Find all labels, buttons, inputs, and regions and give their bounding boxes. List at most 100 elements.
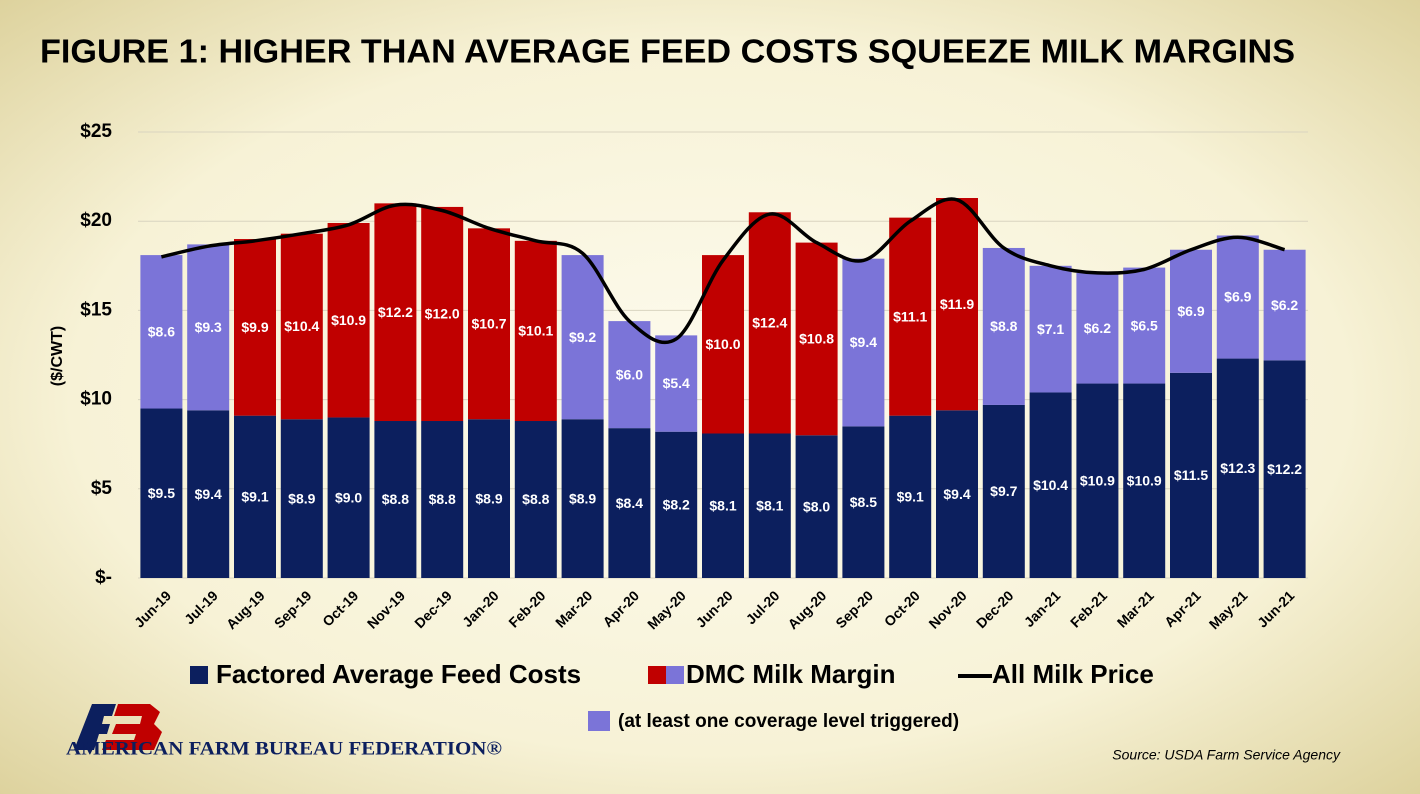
bar-segment (982, 247, 1025, 405)
logo-b (102, 704, 162, 750)
bar-segment (842, 258, 885, 427)
y-tick-label: $- (95, 567, 112, 588)
value-label: $8.1 (756, 497, 783, 513)
bar-segment (514, 421, 557, 578)
bar-segment (234, 239, 276, 416)
bar-segment (889, 415, 932, 578)
value-label: $12.2 (378, 304, 413, 320)
value-label: $9.4 (943, 486, 970, 502)
bar-segment (561, 419, 604, 578)
bar-segment (280, 233, 323, 420)
value-label: $10.9 (1127, 472, 1162, 488)
value-label: $10.7 (471, 315, 506, 331)
y-tick-label: $25 (80, 121, 112, 142)
bar-segment (561, 255, 604, 420)
value-label: $8.9 (288, 490, 315, 506)
value-label: $5.4 (663, 375, 690, 391)
logo (74, 704, 162, 750)
legend-swatch (666, 666, 684, 684)
value-label: $8.8 (429, 491, 456, 507)
bar-segment (795, 435, 838, 578)
bar-segment (280, 419, 323, 578)
source: Source: USDA Farm Service Agency (1112, 747, 1341, 763)
bar-segment (421, 206, 464, 422)
value-label: $8.4 (616, 495, 643, 511)
bar-segment (374, 203, 417, 422)
bar-segment (748, 212, 791, 434)
bar-segment (1263, 360, 1306, 578)
value-label: $10.4 (284, 318, 319, 334)
bar-segment (889, 217, 932, 416)
bar-segment (1216, 358, 1259, 578)
bar-segment (374, 421, 417, 578)
bar-segment (187, 244, 230, 411)
value-label: $12.2 (1267, 461, 1302, 477)
legend-label: DMC Milk Margin (686, 659, 895, 689)
value-label: $8.0 (803, 498, 830, 514)
bar-segment (1076, 272, 1119, 384)
value-label: $12.0 (425, 306, 460, 322)
bar-segment (327, 222, 370, 418)
value-label: $6.2 (1271, 297, 1298, 313)
bar-segment (1123, 383, 1166, 578)
value-label: $6.5 (1131, 317, 1158, 333)
legend-note: (at least one coverage level triggered) (618, 711, 959, 732)
value-label: $11.9 (940, 296, 974, 312)
value-label: $6.9 (1224, 289, 1251, 305)
value-label: $11.5 (1174, 467, 1208, 483)
value-label: $9.1 (897, 489, 924, 505)
value-label: $10.8 (799, 331, 834, 347)
bar-segment (1029, 392, 1072, 578)
bar-segment (421, 421, 464, 578)
value-label: $7.1 (1037, 321, 1064, 337)
legend-swatch (588, 711, 610, 731)
bar-segment (936, 410, 978, 578)
bar-segment (936, 198, 978, 411)
bar-segment (608, 428, 651, 578)
bar-segment (1170, 372, 1212, 578)
value-label: $8.2 (663, 497, 690, 513)
value-label: $6.9 (1177, 303, 1204, 319)
value-label: $9.1 (241, 489, 268, 505)
y-tick-label: $5 (91, 478, 113, 499)
chart-title: FIGURE 1: HIGHER THAN AVERAGE FEED COSTS… (40, 33, 1295, 70)
bar-segment (1029, 265, 1072, 393)
y-axis-label: ($/CWT) (49, 326, 66, 386)
value-label: $10.4 (1033, 477, 1068, 493)
value-label: $11.1 (893, 308, 927, 324)
value-label: $8.6 (148, 324, 175, 340)
bar-segment (187, 410, 230, 578)
bar-segment (608, 321, 651, 429)
bar-segment (1216, 235, 1259, 359)
bar-segment (702, 433, 744, 578)
value-label: $9.3 (195, 319, 222, 335)
value-label: $8.9 (475, 490, 502, 506)
bar-segment (140, 255, 183, 409)
bar-segment (468, 419, 510, 578)
bar-segment (1123, 267, 1166, 384)
y-tick-label: $20 (80, 210, 112, 231)
bar-segment (514, 240, 557, 422)
value-label: $6.2 (1084, 320, 1111, 336)
bar-segment (795, 242, 838, 436)
value-label: $9.4 (195, 486, 222, 502)
value-label: $10.9 (331, 312, 366, 328)
value-label: $9.9 (241, 319, 268, 335)
value-label: $9.7 (990, 483, 1017, 499)
bar-segment (1076, 383, 1119, 578)
value-label: $10.9 (1080, 472, 1115, 488)
value-label: $9.4 (850, 334, 877, 350)
value-label: $8.5 (850, 494, 877, 510)
value-label: $6.0 (616, 366, 643, 382)
value-label: $10.0 (705, 336, 740, 352)
bar-segment (655, 335, 698, 432)
bar-segment (655, 431, 698, 578)
value-label: $9.5 (148, 485, 175, 501)
value-label: $8.8 (990, 318, 1017, 334)
value-label: $8.8 (522, 491, 549, 507)
legend-label: Factored Average Feed Costs (216, 659, 581, 689)
bar-segment (140, 408, 183, 578)
y-tick-label: $15 (80, 299, 112, 320)
value-label: $10.1 (518, 323, 553, 339)
